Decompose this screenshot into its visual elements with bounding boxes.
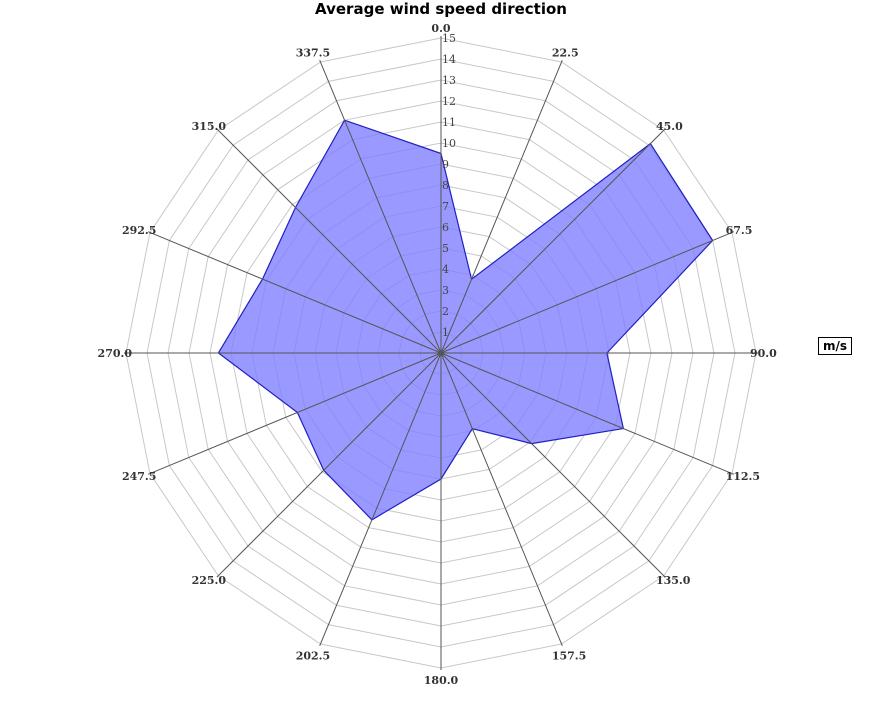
spoke-line xyxy=(319,59,442,354)
radial-tick-label: 13 xyxy=(442,74,456,87)
direction-label: 22.5 xyxy=(552,46,579,59)
radial-tick-label: 9 xyxy=(442,158,449,171)
radial-tick-label: 2 xyxy=(442,305,449,318)
spoke-line xyxy=(147,231,442,354)
direction-label: 247.5 xyxy=(122,470,156,483)
radial-tick-label: 6 xyxy=(442,221,449,234)
radial-tick-label: 7 xyxy=(442,200,449,213)
direction-label: 67.5 xyxy=(726,224,753,237)
radial-tick-label: 11 xyxy=(442,116,456,129)
spoke-line xyxy=(440,59,563,354)
direction-label: 180.0 xyxy=(424,674,459,687)
radial-tick-label: 10 xyxy=(442,137,456,150)
direction-label: 157.5 xyxy=(552,650,586,663)
radial-tick-label: 14 xyxy=(442,53,456,66)
radial-tick-label: 3 xyxy=(442,284,449,297)
spoke-line xyxy=(216,128,442,354)
radial-tick-label: 4 xyxy=(442,263,449,276)
direction-label: 225.0 xyxy=(192,574,227,587)
spoke-line xyxy=(319,352,442,647)
legend-unit: m/s xyxy=(818,337,853,355)
direction-label: 292.5 xyxy=(122,224,156,237)
direction-label: 270.0 xyxy=(98,347,133,360)
direction-label: 45.0 xyxy=(656,120,683,133)
spoke-line xyxy=(216,352,442,578)
spoke-line xyxy=(147,352,442,475)
chart-title: Average wind speed direction xyxy=(315,0,567,18)
direction-label: 0.0 xyxy=(431,22,450,35)
direction-label: 135.0 xyxy=(656,574,691,587)
spoke-line xyxy=(440,352,666,578)
spoke-line xyxy=(440,128,666,354)
radial-tick-label: 12 xyxy=(442,95,456,108)
direction-label: 315.0 xyxy=(192,120,227,133)
spoke-line xyxy=(440,231,735,354)
radial-tick-label: 5 xyxy=(442,242,449,255)
radial-tick-label: 8 xyxy=(442,179,449,192)
radial-tick-label: 1 xyxy=(442,326,449,339)
radial-tick-label: 15 xyxy=(442,32,456,45)
spoke-line xyxy=(440,352,735,475)
direction-label: 337.5 xyxy=(296,46,330,59)
direction-label: 202.5 xyxy=(296,650,330,663)
direction-label: 112.5 xyxy=(726,470,760,483)
spoke-line xyxy=(440,352,563,647)
direction-label: 90.0 xyxy=(750,347,777,360)
